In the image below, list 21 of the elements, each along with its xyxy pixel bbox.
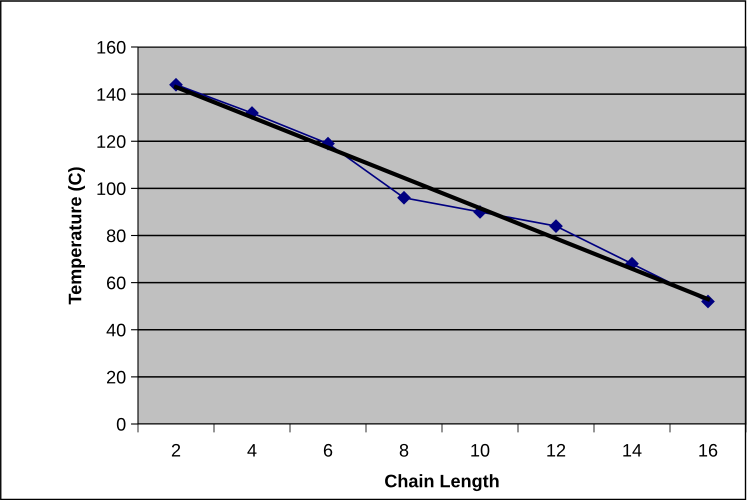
y-tick-label: 0 xyxy=(116,418,126,431)
x-tick-label: 12 xyxy=(547,444,566,457)
y-axis-title: Temperature (C) xyxy=(68,167,85,304)
x-tick-label: 2 xyxy=(172,444,180,457)
y-tick-label: 120 xyxy=(97,135,126,148)
y-tick-label: 100 xyxy=(97,182,126,196)
x-tick-label: 6 xyxy=(324,444,332,457)
point xyxy=(397,191,411,204)
point xyxy=(549,219,563,233)
x-tick-label: 4 xyxy=(247,444,256,457)
x-tick-label: 14 xyxy=(623,444,642,457)
x-tick-label: 8 xyxy=(400,444,408,457)
y-tick-label: 20 xyxy=(107,370,126,384)
y-tick-label: 140 xyxy=(97,88,126,101)
x-tick-label: 16 xyxy=(699,444,718,457)
x-axis-title: Chain Length xyxy=(385,474,499,492)
x-tick-label: 10 xyxy=(471,444,490,457)
y-tick-label: 80 xyxy=(106,229,126,242)
y-tick-label: 40 xyxy=(106,324,126,336)
y-tick-label: 160 xyxy=(97,40,126,54)
y-tick-label: 60 xyxy=(107,276,126,290)
